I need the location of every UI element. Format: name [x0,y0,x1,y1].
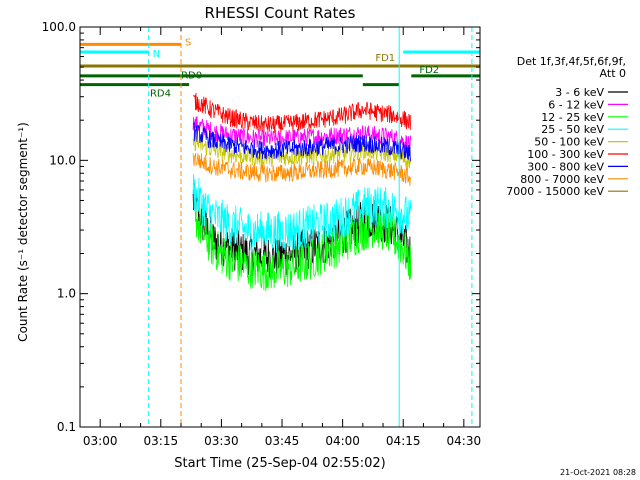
legend-header: Att 0 [600,67,626,80]
state-bar-label: RD0 [181,71,202,82]
x-tick-label: 03:15 [144,434,179,448]
state-bar-label: S [185,37,191,48]
y-tick-label: 10.0 [49,153,76,167]
axes-layer: 03:00 03:15 03:30 03:45 04:00 04:15 04:30 0.1 1.… [42,20,481,448]
series-line [192,121,412,162]
legend-entry-label: 100 - 300 keV [527,148,604,161]
legend-entry-label: 3 - 6 keV [555,86,604,99]
series-line [192,92,412,134]
y-tick-label: 1.0 [57,287,76,301]
x-axis-label: Start Time (25-Sep-04 02:55:02) [174,456,385,471]
y-tick-label: 0.1 [57,420,76,434]
legend-entry-label: 25 - 50 keV [541,123,604,136]
chart-title: RHESSI Count Rates [205,4,356,22]
series-line [192,153,412,187]
series-line [192,173,412,254]
y-tick-label: 100.0 [42,20,76,34]
legend-entry-label: 12 - 25 keV [541,111,604,124]
x-tick-label: 04:15 [386,434,421,448]
state-bar-label: RD4 [150,89,171,100]
legend-entry-label: 50 - 100 keV [534,136,604,149]
footer-timestamp: 21-Oct-2021 08:28 [560,468,636,477]
legend-entry-label: 300 - 800 keV [527,160,604,173]
state-bar-label: FD2 [419,65,439,76]
state-bar-label: N [153,49,160,60]
y-axis-label: Count Rate (s⁻¹ detector segment⁻¹) [16,122,30,342]
series-line [192,188,412,292]
plot-frame [79,26,481,428]
legend-entry-label: 6 - 12 keV [548,98,604,111]
series-line [192,182,412,278]
series-layer [192,92,412,292]
x-tick-label: 04:30 [447,434,482,448]
legend-entry-label: 800 - 7000 keV [520,173,604,186]
legend-entry-label: 7000 - 15000 keV [506,185,604,198]
x-tick-label: 04:00 [325,434,360,448]
state-bar-label: FD1 [375,53,395,64]
legend-header: Det 1f,3f,4f,5f,6f,9f, [517,55,626,68]
state-bars-layer: S N FD1 FD2 RD0 RD4 [80,37,480,100]
x-tick-label: 03:45 [265,434,300,448]
x-tick-label: 03:00 [83,434,118,448]
x-tick-label: 03:30 [204,434,239,448]
